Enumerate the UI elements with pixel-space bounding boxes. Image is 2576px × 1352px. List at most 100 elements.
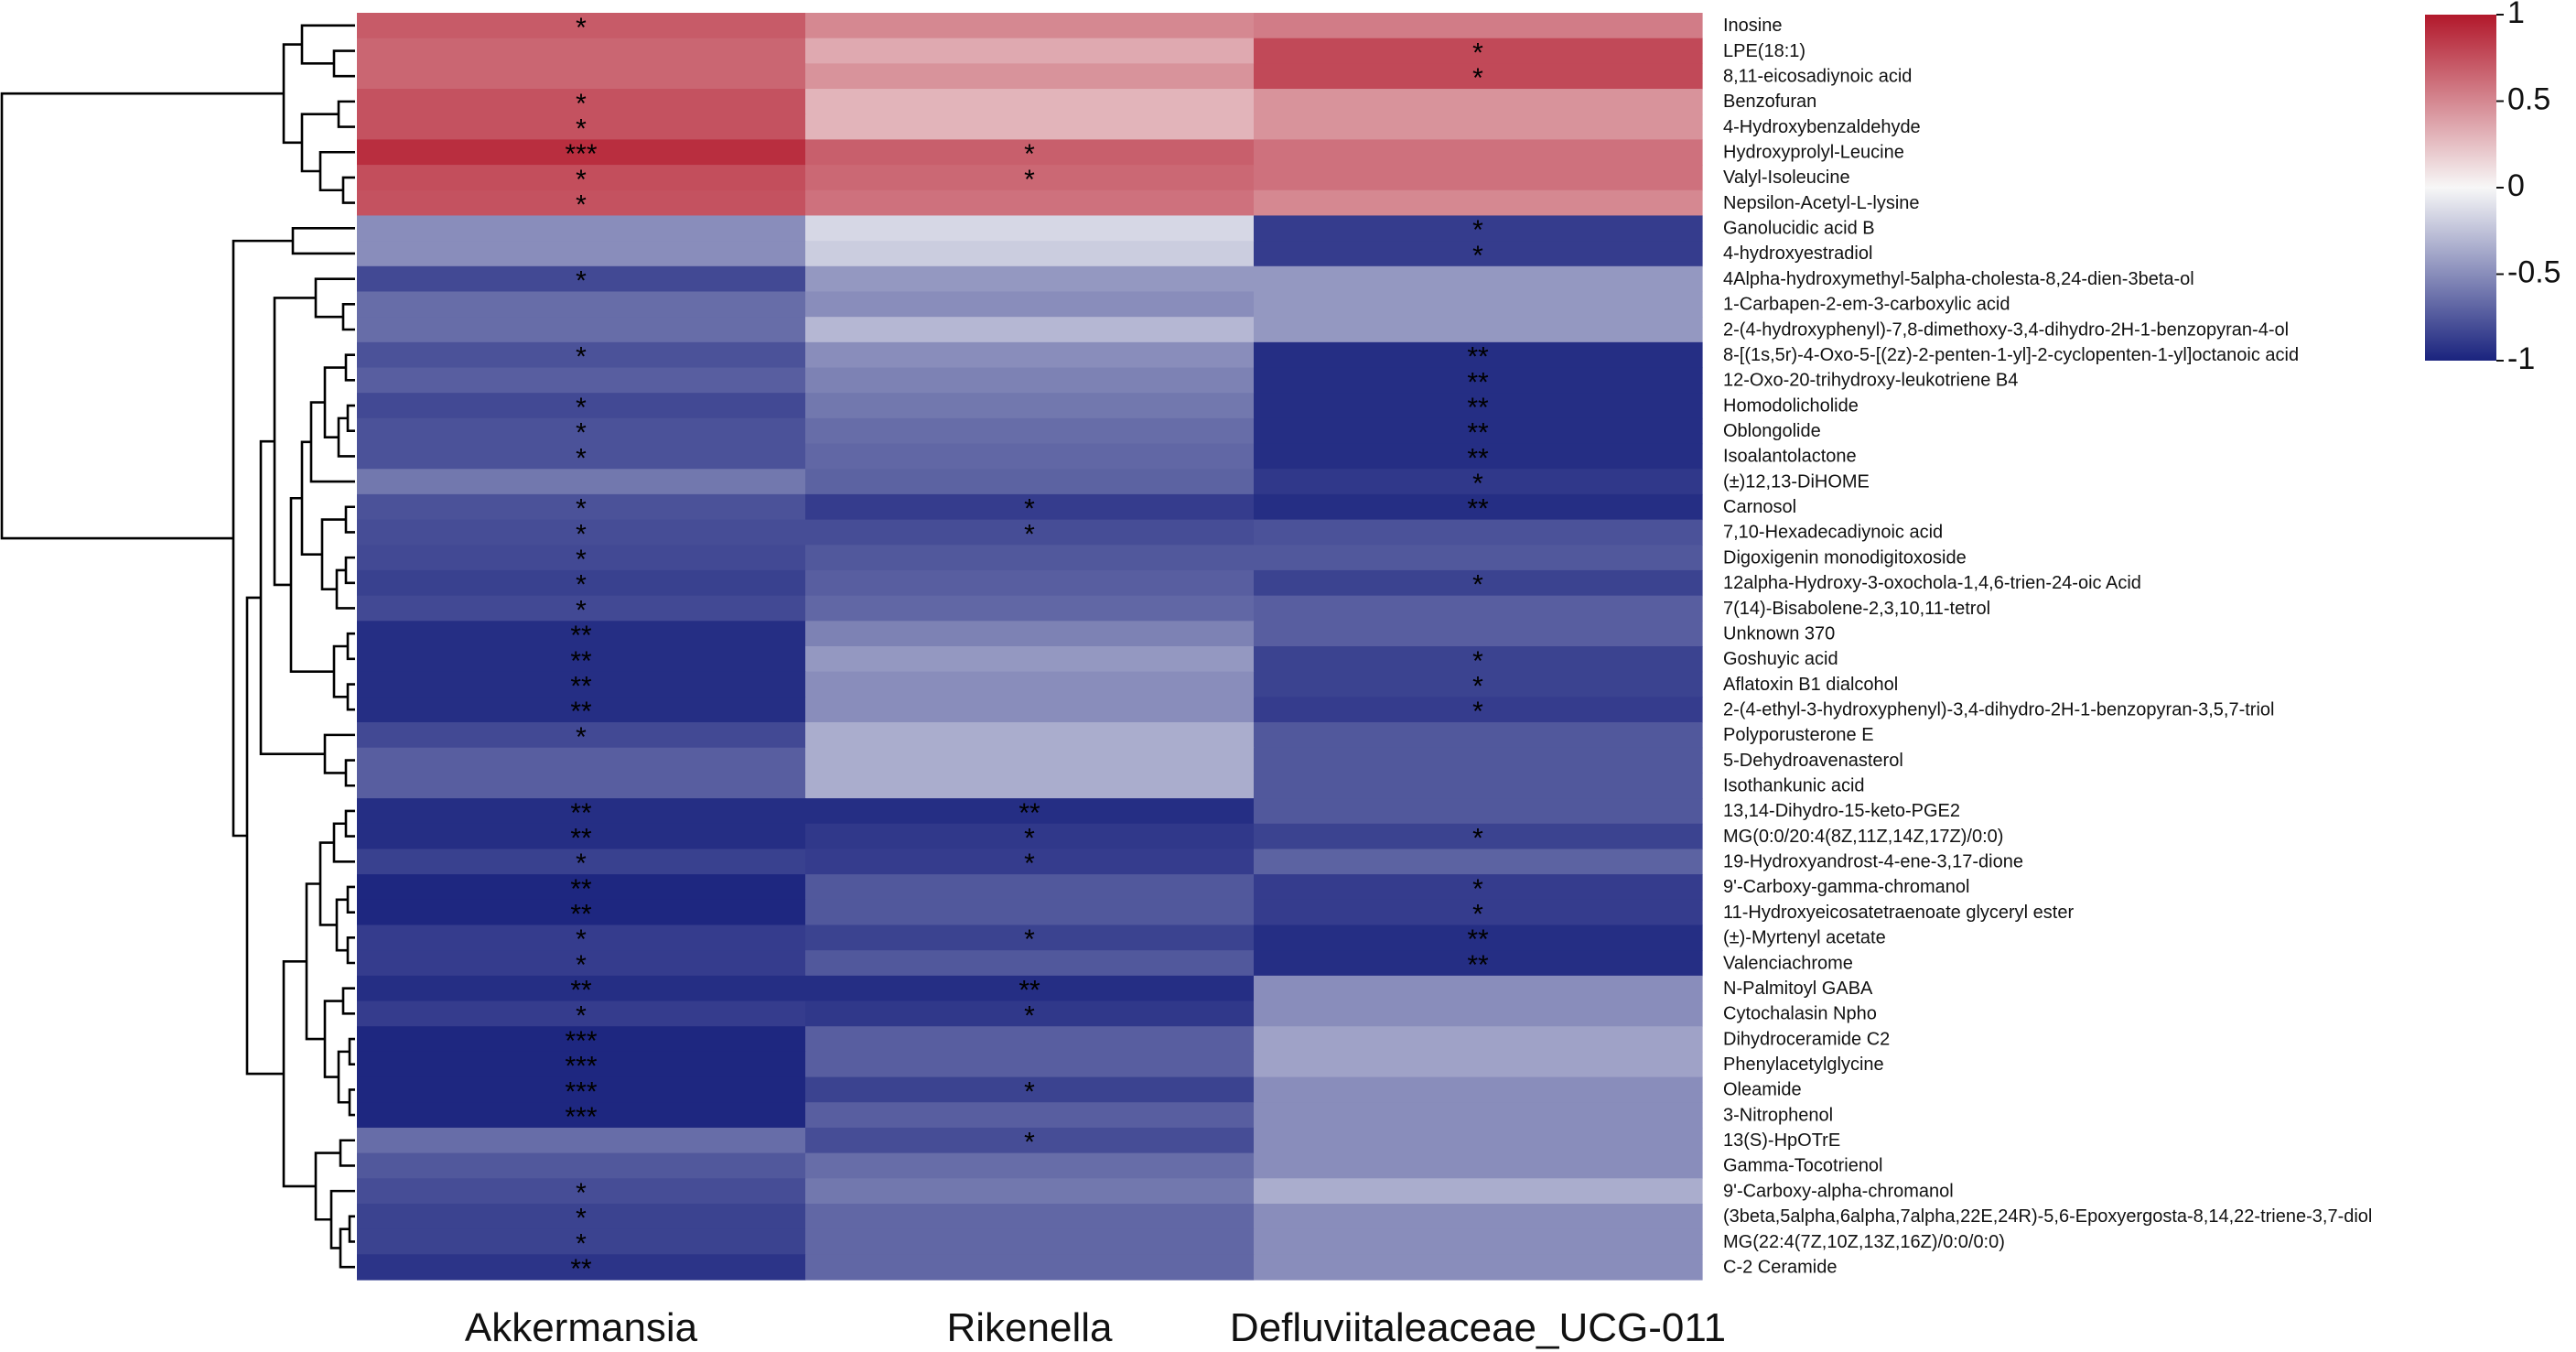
dendrogram-branch [314, 277, 355, 319]
row-label: Dihydroceramide C2 [1723, 1029, 1890, 1049]
heatmap-cell [1254, 341, 1703, 369]
heatmap-cell [357, 89, 806, 115]
heatmap-cell [1254, 469, 1703, 495]
heatmap-cells [357, 13, 1703, 1281]
heatmap-cell [357, 265, 806, 293]
heatmap-cell [357, 646, 806, 673]
significance-star: ** [570, 798, 592, 828]
row-label: 8,11-eicosadiynoic acid [1723, 66, 1912, 86]
heatmap-cell [1254, 1203, 1703, 1230]
heatmap-cell [1254, 89, 1703, 115]
heatmap-cell [357, 1254, 806, 1281]
significance-star: * [1472, 671, 1483, 701]
heatmap-cell [1254, 569, 1703, 597]
heatmap-cell [1254, 417, 1703, 445]
dendrogram-branch [323, 733, 355, 774]
heatmap-cell [1254, 13, 1703, 39]
heatmap-cell [357, 215, 806, 242]
dendrogram-branch [341, 176, 355, 204]
heatmap-cell [1254, 519, 1703, 546]
heatmap-cell [357, 950, 806, 977]
heatmap-cell [805, 950, 1255, 977]
heatmap-cell [805, 849, 1255, 875]
row-label: 12alpha-Hydroxy-3-oxochola-1,4,6-trien-2… [1723, 573, 2141, 593]
significance-star: * [576, 1178, 587, 1208]
heatmap-cell [1254, 189, 1703, 217]
dendrogram-branch [344, 353, 355, 382]
significance-star: * [576, 342, 587, 373]
row-labels: Inosine LPE(18:1) 8,11-eicosadiynoic acid B… [1723, 16, 2372, 1277]
dendrogram-branch [335, 898, 348, 952]
heatmap-cell [805, 1203, 1255, 1230]
heatmap-cell [805, 1228, 1255, 1255]
dendrogram-branch [344, 556, 355, 585]
dendrogram-branch [323, 366, 346, 438]
significance-star: ** [570, 976, 592, 1006]
row-label: Polyporusterone E [1723, 725, 1874, 745]
heatmap-cell [357, 165, 806, 191]
dendrogram-branch [339, 1139, 355, 1167]
row-label: 9'-Carboxy-gamma-chromanol [1723, 877, 1969, 897]
significance-star: * [1472, 646, 1483, 676]
heatmap-cell [805, 1127, 1255, 1154]
row-label: Inosine [1723, 16, 1783, 36]
dendrogram-branch [232, 239, 293, 838]
heatmap-cell [805, 341, 1255, 369]
row-label: LPE(18:1) [1723, 41, 1805, 61]
significance-star: ** [1467, 494, 1489, 525]
heatmap-cell [805, 469, 1255, 495]
heatmap-cell [357, 1178, 806, 1205]
significance-star: * [1472, 697, 1483, 727]
row-label: Hydroxyprolyl-Leucine [1723, 143, 1904, 163]
significance-star: ** [1467, 950, 1489, 980]
significance-star: * [576, 418, 587, 449]
significance-star: * [1024, 925, 1035, 955]
heatmap-cell [357, 189, 806, 217]
significance-star: * [576, 570, 587, 600]
heatmap-cell [805, 798, 1255, 825]
significance-star: * [1472, 874, 1483, 904]
heatmap-cell [357, 798, 806, 825]
column-label: Akkermansia [465, 1305, 698, 1350]
significance-star: ** [570, 900, 592, 930]
row-label: Aflatoxin B1 dialcohol [1723, 675, 1898, 695]
heatmap-cell [805, 722, 1255, 749]
heatmap-cell [1254, 241, 1703, 267]
significance-star: * [576, 190, 587, 221]
heatmap-cell [1254, 393, 1703, 419]
heatmap-cell [357, 519, 806, 546]
heatmap-cell [805, 671, 1255, 698]
heatmap-cell [357, 1228, 806, 1255]
significance-star: ** [1467, 342, 1489, 373]
significance-star: ** [570, 671, 592, 701]
significance-star: *** [565, 1026, 597, 1056]
heatmap-cell [357, 1051, 806, 1078]
significance-star: * [1472, 63, 1483, 93]
row-label: (±)-Myrtenyl acetate [1723, 928, 1886, 948]
heatmap-cell [805, 874, 1255, 901]
significance-star: *** [565, 1052, 597, 1082]
heatmap-cell [1254, 1228, 1703, 1255]
heatmap-cell [1254, 1152, 1703, 1179]
heatmap-cell [805, 493, 1255, 521]
heatmap-cell [357, 63, 806, 90]
heatmap-cell [357, 393, 806, 419]
heatmap-cell [357, 291, 806, 318]
significance-star: * [576, 13, 587, 43]
heatmap-cell [357, 849, 806, 875]
dendrogram-branch [314, 1152, 340, 1221]
significance-star: * [576, 114, 587, 144]
dendrogram-branch [346, 632, 355, 661]
row-label: Digoxigenin monodigitoxoside [1723, 547, 1967, 568]
row-label: 5-Dehydroavenasterol [1723, 751, 1903, 771]
heatmap-cell [805, 393, 1255, 419]
heatmap-cell [805, 1000, 1255, 1027]
heatmap-cell [357, 139, 806, 166]
dendrogram-branch [348, 1215, 355, 1243]
significance-star: ** [570, 697, 592, 727]
heatmap-cell [357, 671, 806, 698]
dendrogram-branch [344, 505, 355, 534]
dendrogram-branch [282, 959, 316, 1188]
heatmap-cell [805, 89, 1255, 115]
heatmap-cell [805, 747, 1255, 773]
